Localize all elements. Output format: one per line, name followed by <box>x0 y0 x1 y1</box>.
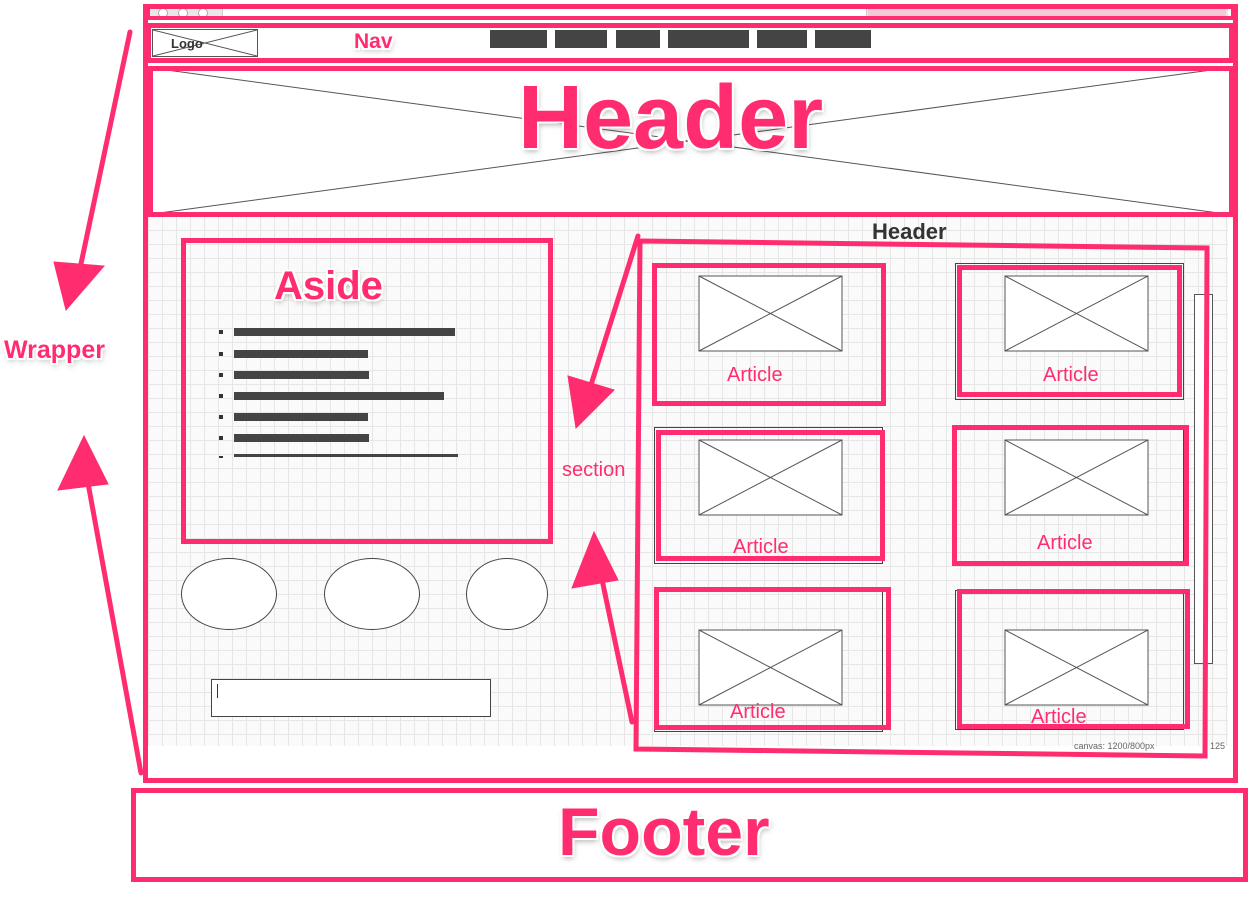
placeholder-cross-icon <box>153 30 257 56</box>
article-label: Article <box>1043 364 1099 386</box>
article-box <box>652 263 886 406</box>
text-input-field[interactable] <box>211 679 491 717</box>
aside-label: Aside <box>274 264 383 308</box>
nav-item[interactable] <box>668 30 749 48</box>
nav-box <box>146 23 1234 63</box>
nav-item[interactable] <box>757 30 807 48</box>
nav-item[interactable] <box>815 30 871 48</box>
article-box <box>952 425 1189 566</box>
article-label: Article <box>730 701 786 723</box>
footer-box <box>131 788 1248 882</box>
aside-list-item[interactable] <box>234 454 458 457</box>
canvas-size-label: canvas: 1200/800px <box>1074 741 1155 751</box>
section-header-label: Header <box>872 219 947 244</box>
list-bullet <box>219 394 223 398</box>
nav-label: Nav <box>354 30 393 53</box>
arrow-head-icon <box>567 375 615 430</box>
nav-item[interactable] <box>555 30 607 48</box>
address-bar-extension <box>868 8 1226 18</box>
browser-bar-box <box>146 4 1235 20</box>
ellipse-shape[interactable] <box>324 558 420 630</box>
list-bullet <box>219 330 223 334</box>
aside-box <box>181 238 553 544</box>
article-label: Article <box>733 536 789 558</box>
article-label: Article <box>727 364 783 386</box>
arrow-head-icon <box>571 530 619 589</box>
arrow-head-icon <box>53 261 106 312</box>
aside-list-item[interactable] <box>234 350 368 358</box>
nav-item[interactable] <box>616 30 660 48</box>
aside-list-item[interactable] <box>234 371 369 379</box>
article-label: Article <box>1031 706 1087 728</box>
section-label: section <box>562 459 626 481</box>
article-box <box>654 587 891 730</box>
header-box <box>148 66 1234 217</box>
list-bullet <box>219 436 223 440</box>
footer-label: Footer <box>558 794 770 870</box>
arrow-head-icon <box>57 434 109 491</box>
list-bullet <box>219 456 223 458</box>
aside-list-item[interactable] <box>234 392 444 400</box>
article-box <box>957 589 1190 729</box>
article-label: Article <box>1037 532 1093 554</box>
list-bullet <box>219 373 223 377</box>
zoom-label: : 125 <box>1205 741 1226 751</box>
list-bullet <box>219 352 223 356</box>
aside-list-item[interactable] <box>234 328 455 336</box>
logo-text: Logo <box>171 36 203 51</box>
nav-item[interactable] <box>490 30 547 48</box>
aside-list-item[interactable] <box>234 434 369 442</box>
logo-placeholder: Logo <box>152 29 258 57</box>
ellipse-shape[interactable] <box>466 558 548 630</box>
wrapper-label: Wrapper <box>4 336 105 364</box>
ellipse-shape[interactable] <box>181 558 277 630</box>
article-box <box>656 430 885 561</box>
article-box <box>957 265 1182 397</box>
list-bullet <box>219 415 223 419</box>
text-cursor <box>217 684 218 698</box>
aside-list-item[interactable] <box>234 413 368 421</box>
article-frame <box>955 263 1184 400</box>
header-label: Header <box>518 68 824 168</box>
